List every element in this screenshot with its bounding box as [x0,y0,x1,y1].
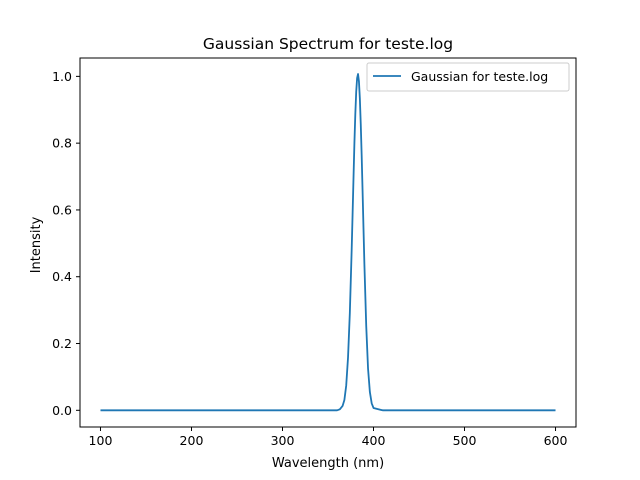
x-axis: 100 200 300 400 500 600 [89,427,568,448]
y-tick-label: 1.0 [52,69,72,84]
x-tick-label: 100 [89,433,113,448]
y-axis-label: Intensity [29,216,44,273]
y-tick-label: 0.6 [52,202,72,217]
y-tick-label: 0.4 [52,269,72,284]
x-tick-label: 500 [453,433,477,448]
x-tick-label: 400 [362,433,386,448]
y-tick-label: 0.8 [52,136,72,151]
x-tick-label: 300 [271,433,295,448]
y-tick-label: 0.0 [52,403,72,418]
x-tick-label: 200 [180,433,204,448]
plot-area [79,57,577,428]
x-tick-label: 600 [544,433,568,448]
legend: Gaussian for teste.log [366,62,570,92]
legend-entry-label: Gaussian for teste.log [411,69,548,84]
x-axis-label: Wavelength (nm) [272,456,384,471]
chart-title: Gaussian Spectrum for teste.log [203,35,453,53]
series-line-0 [100,73,556,412]
y-axis: 0.0 0.2 0.4 0.6 0.8 1.0 [52,69,80,418]
plot-background [80,58,576,427]
plot-frame [79,57,577,428]
legend-box [366,62,570,92]
y-tick-label: 0.2 [52,336,72,351]
